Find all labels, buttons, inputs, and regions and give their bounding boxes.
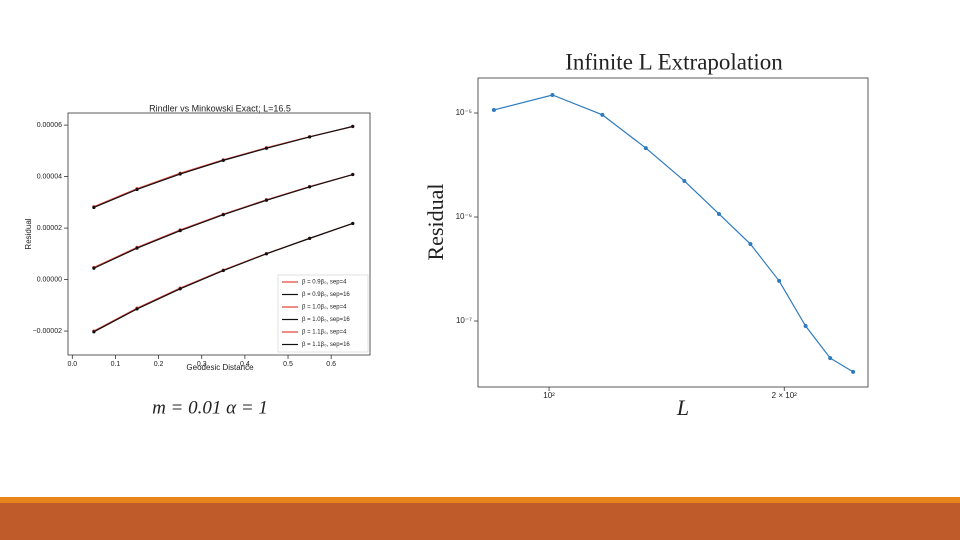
y-tick-label: −0.00002 [33,328,62,335]
series-line [493,94,854,373]
y-tick-label: 10⁻⁶ [456,212,472,221]
data-point [92,205,96,210]
data-point [264,252,269,256]
data-point [351,124,355,128]
y-tick-label: 0.00000 [37,276,62,283]
x-tick-label: 0.6 [326,361,336,368]
annotation: m = 0.01 α = 1 [152,397,268,418]
data-point [351,221,355,226]
legend-label: β = 1.1β₀, sep=4 [302,330,347,336]
legend-label: β = 0.9β₀, sep=16 [302,292,350,298]
legend-label: β = 1.1β₀, sep=16 [302,342,350,348]
data-point [135,246,139,250]
data-point [221,268,225,273]
data-point [716,211,721,216]
data-point [682,178,687,183]
y-tick-label: 10⁻⁷ [456,316,472,325]
data-point [828,356,833,361]
legend-label: β = 1.0β₀, sep=16 [302,317,350,323]
x-tick-label: 0.3 [197,361,207,368]
data-point [491,107,496,112]
legend-box [277,274,369,353]
data-point [351,172,355,177]
data-point [221,213,225,217]
x-tick-label: 0.4 [240,361,250,368]
data-point [803,324,808,329]
data-point [178,172,182,176]
x-tick-label: 0.1 [111,361,121,368]
data-point [308,185,312,189]
data-point [851,369,856,374]
footer-bar [0,503,960,540]
data-point [178,287,182,291]
accent-stripe [0,497,960,503]
y-axis-label: Residual [423,184,448,261]
legend-label: β = 0.9β₀, sep=4 [302,280,347,286]
y-axis-label: Residual [24,218,33,249]
x-tick-label: 0.0 [67,361,77,368]
chart-title: Rindler vs Minkowski Exact; L=16.5 [149,103,291,113]
legend-label: β = 1.0β₀, sep=4 [302,305,347,311]
x-tick-label: 2 × 10² [772,391,797,400]
data-point [550,92,555,97]
y-tick-label: 0.00002 [37,225,62,232]
y-tick-label: 0.00004 [37,173,62,180]
series-line [93,125,353,209]
data-point [135,187,139,192]
x-axis-label: Geodesic Distance [186,363,254,372]
y-tick-label: 0.00006 [37,122,62,129]
data-point [264,198,269,202]
data-point [92,266,96,270]
x-tick-label: 10² [543,391,555,400]
x-axis-label: L [676,395,689,420]
data-point [178,229,182,233]
series-line [93,173,353,269]
chart-title: Infinite L Extrapolation [565,49,783,74]
data-point [308,135,312,139]
data-point [600,112,605,117]
data-point [92,330,96,334]
data-point [777,278,782,283]
data-point [748,242,753,247]
plot-frame [477,77,869,388]
data-point [643,146,648,151]
series-line [93,126,353,208]
data-point [264,146,269,150]
plot-frame [67,112,371,356]
series-line [93,173,353,269]
data-point [221,158,225,162]
data-point [308,236,312,240]
data-point [135,307,139,311]
x-tick-label: 0.2 [154,361,164,368]
y-tick-label: 10⁻⁵ [456,108,472,117]
x-tick-label: 0.5 [283,361,293,368]
